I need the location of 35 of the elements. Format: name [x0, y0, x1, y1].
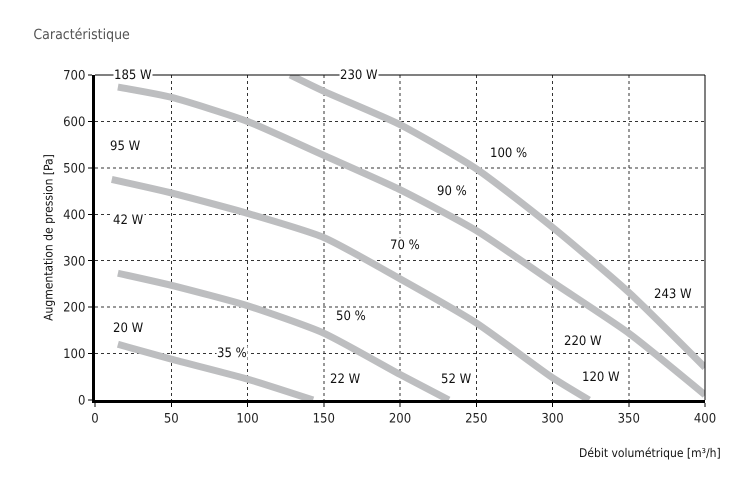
annotation: 220 W — [564, 334, 602, 349]
y-tick-label: 0 — [78, 394, 86, 409]
y-tick-label: 400 — [63, 208, 86, 223]
y-tick-label: 300 — [63, 254, 86, 270]
x-tick-label: 400 — [694, 412, 716, 427]
annotation: 70 % — [390, 238, 420, 253]
annotation: 22 W — [330, 372, 361, 387]
annotation: 20 W — [113, 321, 144, 336]
x-tick-label: 0 — [91, 412, 99, 427]
y-tick-label: 600 — [63, 114, 86, 130]
x-tick-label: 300 — [541, 412, 564, 427]
y-tick-label: 200 — [63, 300, 86, 316]
annotation: 35 % — [217, 346, 247, 361]
annotation: 120 W — [582, 370, 620, 385]
chart-title: Caractéristique — [33, 26, 130, 43]
x-tick-label: 350 — [618, 412, 640, 427]
annotation: 95 W — [110, 139, 141, 154]
y-tick-label: 500 — [63, 161, 86, 176]
x-tick-label: 250 — [465, 412, 488, 427]
x-tick-label: 100 — [236, 412, 259, 427]
x-tick-label: 150 — [312, 412, 335, 427]
x-tick-label: 50 — [164, 412, 179, 427]
annotation: 50 % — [336, 309, 366, 324]
annotation: 230 W — [340, 68, 378, 83]
x-tick-label: 200 — [388, 412, 412, 427]
annotation: 42 W — [113, 213, 144, 228]
y-axis-title: Augmentation de pression [Pa] — [41, 154, 56, 321]
x-axis-title: Débit volumétrique [m³/h] — [579, 446, 721, 460]
y-tick-label: 700 — [63, 68, 86, 84]
annotation: 52 W — [441, 372, 472, 387]
y-tick-label: 100 — [63, 347, 86, 362]
annotation: 185 W — [114, 68, 152, 83]
annotation: 243 W — [654, 287, 692, 302]
annotation: 100 % — [490, 146, 528, 161]
annotation: 90 % — [437, 184, 467, 199]
